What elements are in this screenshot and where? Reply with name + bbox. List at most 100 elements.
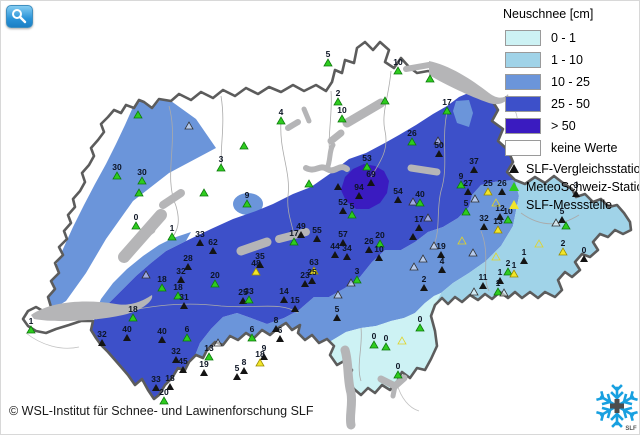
station-marker[interactable] [180, 302, 188, 309]
station-marker[interactable] [309, 266, 319, 275]
station-marker[interactable] [362, 162, 372, 171]
station-marker[interactable] [375, 254, 383, 261]
station-marker[interactable] [480, 223, 488, 230]
station-marker[interactable] [233, 373, 241, 380]
station-marker[interactable] [204, 352, 214, 361]
station-marker[interactable] [255, 358, 265, 367]
station-marker[interactable] [509, 269, 519, 278]
station-marker[interactable] [437, 251, 445, 258]
station-marker[interactable] [209, 247, 217, 254]
station-marker[interactable] [425, 74, 435, 83]
station-marker[interactable] [200, 369, 208, 376]
station-marker[interactable] [409, 233, 417, 240]
station-marker[interactable] [496, 213, 504, 220]
station-marker[interactable] [240, 367, 248, 374]
station-marker[interactable] [469, 287, 479, 296]
station-marker[interactable] [456, 180, 466, 189]
station-marker[interactable] [304, 179, 314, 188]
station-marker[interactable] [137, 176, 147, 185]
station-marker[interactable] [133, 110, 143, 119]
station-marker[interactable] [256, 261, 264, 268]
station-marker[interactable] [464, 188, 472, 195]
station-marker[interactable] [415, 323, 425, 332]
station-marker[interactable] [503, 215, 513, 224]
station-marker[interactable] [438, 266, 446, 273]
station-marker[interactable] [393, 370, 403, 379]
station-marker[interactable] [276, 116, 286, 125]
station-marker[interactable] [561, 221, 571, 230]
station-marker[interactable] [461, 207, 471, 216]
station-marker[interactable] [496, 277, 504, 284]
station-marker[interactable] [339, 207, 347, 214]
station-marker[interactable] [131, 221, 141, 230]
station-marker[interactable] [301, 280, 309, 287]
station-marker[interactable] [491, 198, 501, 207]
station-marker[interactable] [184, 121, 194, 130]
station-marker[interactable] [346, 278, 356, 287]
station-marker[interactable] [196, 239, 204, 246]
station-marker[interactable] [558, 247, 568, 256]
station-marker[interactable] [435, 150, 443, 157]
station-marker[interactable] [334, 183, 342, 190]
station-marker[interactable] [128, 313, 138, 322]
station-marker[interactable] [380, 96, 390, 105]
station-marker[interactable] [408, 197, 418, 206]
station-marker[interactable] [433, 136, 443, 145]
station-marker[interactable] [333, 314, 341, 321]
station-marker[interactable] [499, 288, 509, 297]
station-marker[interactable] [493, 287, 503, 296]
station-marker[interactable] [199, 188, 209, 197]
station-marker[interactable] [369, 340, 379, 349]
station-marker[interactable] [291, 305, 299, 312]
station-marker[interactable] [333, 97, 343, 106]
station-marker[interactable] [313, 235, 321, 242]
station-marker[interactable] [184, 263, 192, 270]
station-marker[interactable] [397, 336, 407, 345]
station-marker[interactable] [470, 166, 478, 173]
station-marker[interactable] [420, 284, 428, 291]
station-marker[interactable] [381, 342, 391, 351]
station-marker[interactable] [580, 255, 588, 262]
station-marker[interactable] [520, 257, 528, 264]
station-marker[interactable] [167, 232, 177, 241]
station-marker[interactable] [534, 239, 544, 248]
station-marker[interactable] [242, 199, 252, 208]
station-marker[interactable] [423, 213, 433, 222]
station-marker[interactable] [297, 231, 305, 238]
station-marker[interactable] [333, 290, 343, 299]
station-marker[interactable] [210, 279, 220, 288]
station-marker[interactable] [343, 253, 351, 260]
station-marker[interactable] [247, 333, 257, 342]
station-marker[interactable] [415, 224, 423, 231]
station-marker[interactable] [182, 333, 192, 342]
station-marker[interactable] [347, 210, 357, 219]
station-marker[interactable] [276, 335, 284, 342]
station-marker[interactable] [112, 171, 122, 180]
station-marker[interactable] [244, 295, 254, 304]
station-marker[interactable] [172, 356, 180, 363]
station-marker[interactable] [394, 196, 402, 203]
station-marker[interactable] [331, 251, 339, 258]
station-marker[interactable] [483, 187, 493, 196]
station-marker[interactable] [498, 188, 506, 195]
station-marker[interactable] [407, 137, 417, 146]
station-marker[interactable] [260, 353, 268, 360]
station-marker[interactable] [166, 383, 174, 390]
station-marker[interactable] [158, 336, 166, 343]
station-marker[interactable] [352, 275, 362, 284]
station-marker[interactable] [393, 66, 403, 75]
station-marker[interactable] [213, 338, 223, 347]
station-marker[interactable] [355, 192, 363, 199]
station-marker[interactable] [177, 276, 185, 283]
station-marker[interactable] [323, 58, 333, 67]
station-marker[interactable] [216, 163, 226, 172]
station-marker[interactable] [457, 236, 467, 245]
station-marker[interactable] [98, 339, 106, 346]
station-marker[interactable] [415, 198, 425, 207]
station-marker[interactable] [337, 114, 347, 123]
station-marker[interactable] [470, 194, 480, 203]
station-marker[interactable] [365, 246, 373, 253]
station-marker[interactable] [272, 325, 280, 332]
station-marker[interactable] [493, 225, 503, 234]
